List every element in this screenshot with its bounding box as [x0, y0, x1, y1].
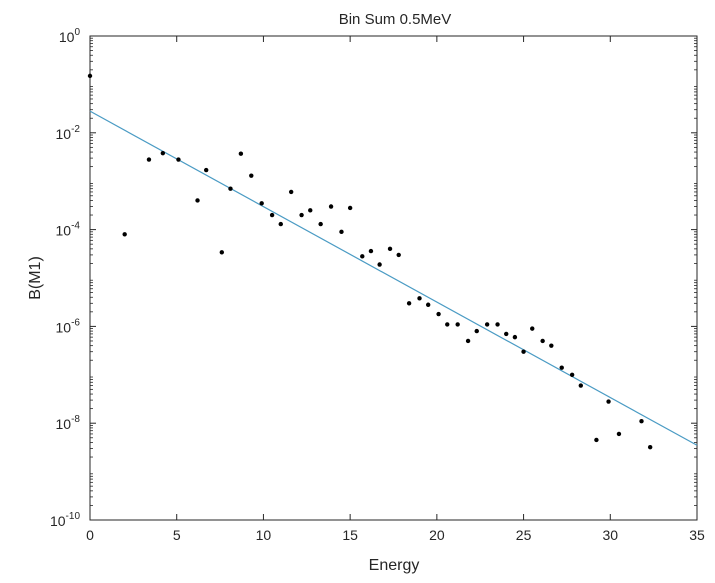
data-point [269, 212, 275, 218]
data-point [238, 151, 244, 156]
data-point [146, 157, 152, 162]
x-tick-label: 10 [256, 527, 272, 543]
data-point [406, 301, 412, 306]
data-point [474, 328, 479, 334]
y-tick-label: 100 [59, 27, 81, 45]
data-point [122, 232, 127, 237]
data-point [219, 250, 225, 255]
data-point [504, 331, 509, 337]
y-tick-label: 10-2 [56, 124, 81, 142]
data-points [87, 73, 653, 450]
x-tick-label: 20 [429, 527, 445, 543]
data-point [387, 246, 393, 252]
x-tick-label: 5 [173, 527, 181, 543]
data-point [512, 334, 518, 340]
data-point [368, 248, 374, 254]
data-point [549, 343, 554, 348]
data-point [318, 221, 323, 227]
data-point [417, 296, 422, 301]
chart-title: Bin Sum 0.5MeV [339, 11, 452, 28]
x-tick-label: 30 [602, 527, 618, 543]
data-point [195, 198, 200, 203]
data-point [160, 150, 166, 156]
data-point [578, 383, 584, 388]
y-tick-label: 10-10 [50, 511, 80, 529]
x-tick-label: 15 [342, 527, 358, 543]
x-axis-label: Energy [369, 557, 420, 574]
data-point [176, 157, 181, 162]
data-point [465, 338, 471, 344]
data-point [328, 204, 334, 209]
data-point [530, 326, 535, 331]
fit-line [89, 110, 698, 446]
x-axis: 0 5 10 15 20 25 30 35 [86, 36, 705, 543]
data-point [339, 229, 344, 235]
data-point [445, 322, 450, 327]
data-point [495, 322, 500, 327]
data-point [203, 167, 209, 173]
data-point [606, 399, 611, 404]
data-point [377, 262, 382, 267]
data-point [616, 431, 622, 437]
data-point [484, 322, 490, 327]
data-point [559, 365, 564, 370]
data-point [569, 372, 575, 377]
y-tick-label: 10-6 [56, 317, 81, 335]
data-point [308, 208, 313, 213]
data-point [540, 338, 545, 344]
y-axis: 10-10 10-8 10-6 10-4 10-2 100 [50, 27, 697, 529]
data-point [425, 302, 431, 307]
y-tick-label: 10-4 [56, 221, 81, 239]
x-tick-label: 25 [516, 527, 532, 543]
data-point [299, 212, 304, 218]
y-tick-label: 10-8 [56, 414, 81, 432]
data-point [639, 418, 644, 424]
data-point [288, 189, 294, 195]
data-point [249, 173, 254, 178]
data-point [436, 311, 441, 317]
data-point [594, 437, 599, 443]
data-point [228, 186, 233, 191]
x-tick-label: 35 [689, 527, 705, 543]
data-point [347, 205, 353, 211]
data-point [259, 201, 264, 206]
x-tick-label: 0 [86, 527, 94, 543]
data-point [455, 322, 460, 327]
data-point [360, 254, 365, 259]
data-point [647, 444, 653, 450]
y-axis-label: B(M1) [27, 256, 44, 300]
data-point [278, 221, 283, 227]
data-point [87, 73, 93, 79]
data-point [396, 252, 401, 258]
data-point [521, 349, 526, 354]
